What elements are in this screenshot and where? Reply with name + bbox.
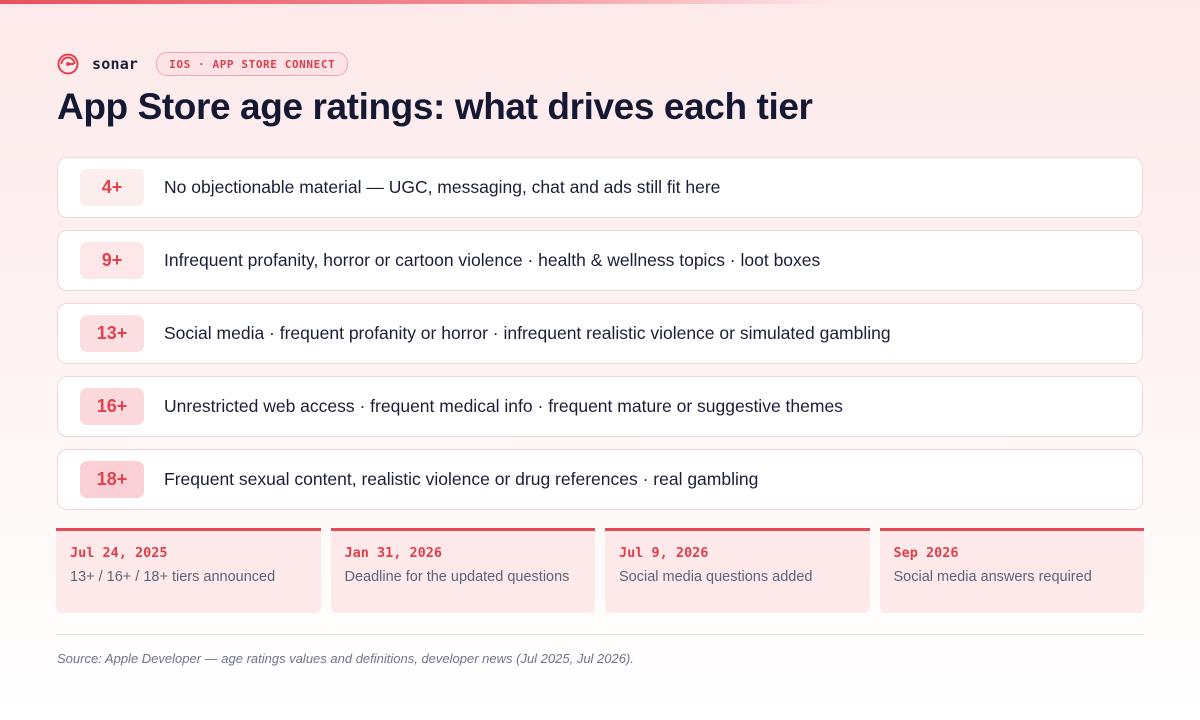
timeline-card: Jan 31, 2026 Deadline for the updated qu… <box>330 528 595 613</box>
header: sonar IOS · APP STORE CONNECT <box>57 52 349 76</box>
tier-description: Social media · frequent profanity or hor… <box>164 323 891 343</box>
tier-row-9plus: 9+ Infrequent profanity, horror or carto… <box>57 230 1143 291</box>
timeline-date: Jul 24, 2025 <box>70 545 168 561</box>
tier-description: No objectionable material — UGC, messagi… <box>164 177 721 197</box>
timeline-card: Sep 2026 Social media answers required <box>879 528 1144 613</box>
timeline-text: Social media answers required <box>893 569 1092 585</box>
tier-row-4plus: 4+ No objectionable material — UGC, mess… <box>57 157 1143 218</box>
tier-badge: 18+ <box>80 461 144 498</box>
brand-name: sonar <box>92 55 139 73</box>
tier-badge: 4+ <box>80 169 144 206</box>
timeline-card: Jul 24, 2025 13+ / 16+ / 18+ tiers annou… <box>56 528 321 613</box>
timeline-date: Jan 31, 2026 <box>344 545 443 561</box>
top-accent-bar <box>0 0 840 4</box>
tier-row-16plus: 16+ Unrestricted web access · frequent m… <box>57 376 1143 437</box>
timeline: Jul 24, 2025 13+ / 16+ / 18+ tiers annou… <box>56 528 1144 613</box>
timeline-date: Sep 2026 <box>893 545 959 561</box>
page-title: App Store age ratings: what drives each … <box>57 86 813 127</box>
platform-badge: IOS · APP STORE CONNECT <box>156 52 349 76</box>
tier-badge: 9+ <box>80 242 144 279</box>
footer-divider <box>56 634 1144 635</box>
timeline-text: 13+ / 16+ / 18+ tiers announced <box>70 569 276 585</box>
tier-description: Frequent sexual content, realistic viole… <box>164 469 759 489</box>
tier-row-13plus: 13+ Social media · frequent profanity or… <box>57 303 1143 364</box>
tier-badge: 16+ <box>80 388 144 425</box>
tier-row-18plus: 18+ Frequent sexual content, realistic v… <box>57 449 1143 510</box>
tier-list: 4+ No objectionable material — UGC, mess… <box>57 157 1143 522</box>
tier-badge: 13+ <box>80 315 144 352</box>
source-note: Source: Apple Developer — age ratings va… <box>57 651 634 666</box>
tier-description: Unrestricted web access · frequent medic… <box>164 396 843 416</box>
timeline-text: Social media questions added <box>619 569 813 585</box>
timeline-date: Jul 9, 2026 <box>619 545 709 561</box>
tier-description: Infrequent profanity, horror or cartoon … <box>164 250 821 270</box>
timeline-card: Jul 9, 2026 Social media questions added <box>605 528 870 613</box>
timeline-text: Deadline for the updated questions <box>344 569 570 585</box>
sonar-logo-icon <box>57 53 79 75</box>
